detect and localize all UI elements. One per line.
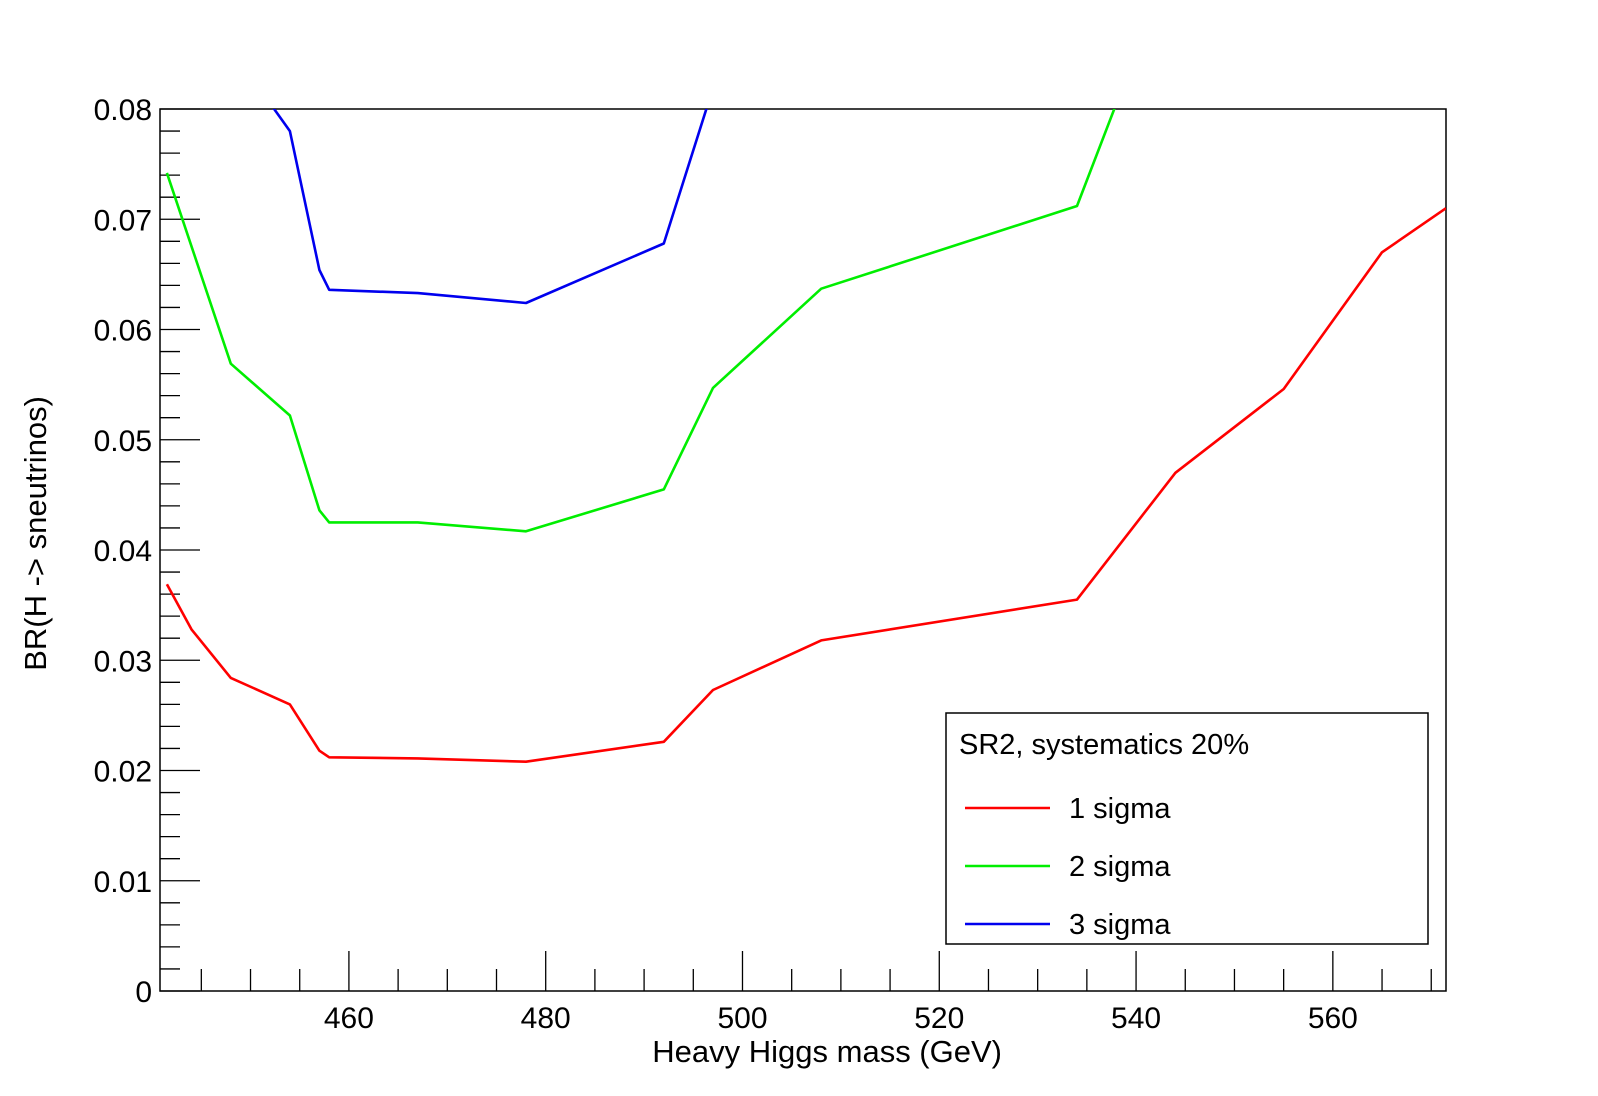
y-tick-label: 0 — [135, 976, 152, 1009]
legend: SR2, systematics 20% 1 sigma 2 sigma 3 sig… — [945, 712, 1429, 945]
x-tick-label: 520 — [914, 1002, 964, 1035]
series-layer — [165, 109, 1446, 764]
series-line-3-sigma — [272, 109, 708, 305]
y-tick-label: 0.07 — [94, 204, 152, 237]
y-tick-label: 0.03 — [94, 645, 152, 678]
y-tick-label: 0.08 — [94, 94, 152, 127]
y-tick-label: 0.02 — [94, 756, 152, 789]
x-tick-label: 460 — [324, 1002, 374, 1035]
x-axis: 460 480 500 520 540 560 — [324, 951, 1358, 1035]
y-tick-label: 0.05 — [94, 425, 152, 458]
legend-label-3-sigma: 3 sigma — [1069, 909, 1171, 941]
y-axis: 0 0.01 0.02 0.03 0.04 0.05 0.06 0.07 0.08 — [94, 94, 200, 1009]
x-tick-label: 560 — [1308, 1002, 1358, 1035]
y-tick-label: 0.01 — [94, 866, 152, 899]
x-tick-label: 540 — [1111, 1002, 1161, 1035]
y-minor-ticks — [160, 130, 180, 970]
x-tick-label: 500 — [717, 1002, 767, 1035]
legend-box — [945, 712, 1429, 945]
x-axis-title: Heavy Higgs mass (GeV) — [652, 1034, 1002, 1069]
legend-title: SR2, systematics 20% — [959, 729, 1249, 761]
legend-label-2-sigma: 2 sigma — [1069, 851, 1171, 883]
legend-entries: 1 sigma 2 sigma 3 sigma — [965, 793, 1171, 941]
series-line-2-sigma — [165, 109, 1116, 533]
y-tick-label: 0.04 — [94, 535, 152, 568]
x-tick-label: 480 — [521, 1002, 571, 1035]
legend-label-1-sigma: 1 sigma — [1069, 793, 1171, 825]
x-minor-ticks — [200, 969, 1432, 991]
y-axis-title: BR(H -> sneutrinos) — [18, 396, 53, 671]
series-line-1-sigma — [165, 207, 1446, 764]
y-tick-label: 0.06 — [94, 315, 152, 348]
